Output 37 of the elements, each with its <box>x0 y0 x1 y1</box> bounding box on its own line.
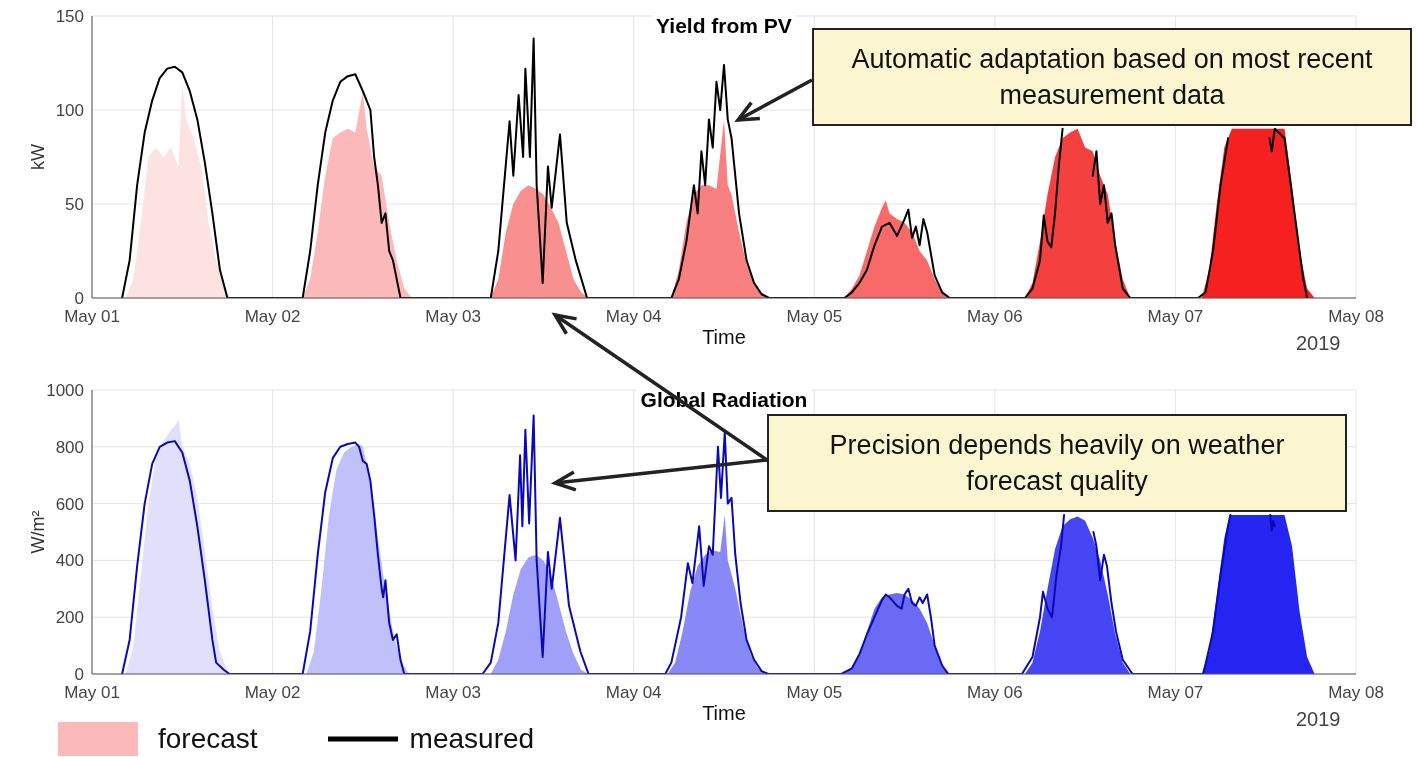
x-axis-title: Time <box>702 326 746 348</box>
y-tick-label: 100 <box>55 101 84 121</box>
x-tick-label: May 08 <box>1328 307 1384 327</box>
x-tick-label: May 07 <box>1147 307 1204 327</box>
x-tick-label: May 02 <box>244 683 301 703</box>
y-tick-label: 0 <box>74 665 84 685</box>
x-tick-label: May 04 <box>605 683 662 703</box>
x-tick-label: May 01 <box>64 307 120 327</box>
x-tick-label: May 04 <box>605 307 662 327</box>
x-tick-label: May 07 <box>1147 683 1204 703</box>
x-tick-label: May 06 <box>966 683 1023 703</box>
x-tick-label: May 03 <box>425 307 482 327</box>
x-tick-label: May 05 <box>786 307 843 327</box>
y-tick-label: 50 <box>65 195 84 215</box>
y-tick-label: 800 <box>55 437 84 457</box>
y-tick-label: 400 <box>55 551 84 571</box>
y-tick-label: 200 <box>55 608 84 628</box>
chart-title: Yield from PV <box>652 14 796 37</box>
x-tick-label: May 03 <box>425 683 482 703</box>
y-tick-label: 600 <box>55 494 84 514</box>
x-tick-label: May 08 <box>1328 683 1384 703</box>
x-axis-title: Time <box>702 702 746 724</box>
legend-label: forecast <box>158 723 258 755</box>
text: 2019 <box>1296 332 1341 355</box>
x-tick-label: May 02 <box>244 307 301 327</box>
legend-label: measured <box>409 723 535 755</box>
callout-box: Precision depends heavily on weather forecast quality <box>767 414 1347 512</box>
y-tick-label: 1000 <box>46 381 84 401</box>
y-tick-label: 0 <box>74 289 84 309</box>
x-tick-label: May 05 <box>786 683 843 703</box>
y-tick-label: 150 <box>55 7 84 27</box>
text: 2019 <box>1296 708 1341 731</box>
callout-box: Automatic adaptation based on most recent measurement data <box>812 28 1412 126</box>
x-tick-label: May 06 <box>966 307 1023 327</box>
y-axis-title: kW <box>27 144 49 170</box>
y-axis-title: W/m² <box>27 510 49 554</box>
x-tick-label: May 01 <box>64 683 120 703</box>
